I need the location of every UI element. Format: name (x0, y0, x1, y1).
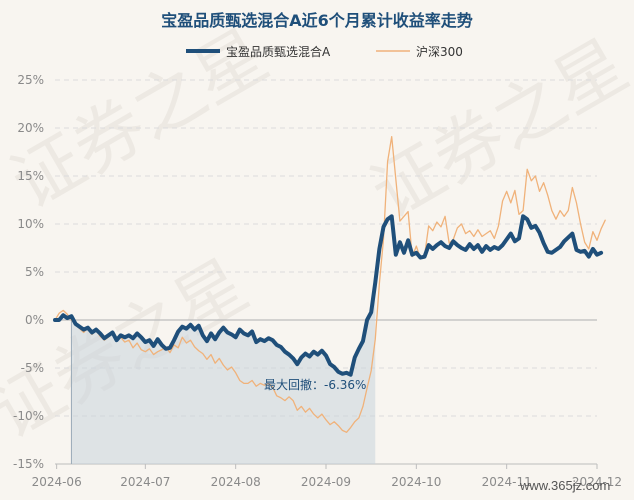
site-watermark: www.365jz.com (519, 478, 610, 493)
series-lines (53, 135, 606, 433)
max-drawdown-label: 最大回撤：-6.36% (264, 377, 366, 392)
y-tick-label: 25% (17, 73, 44, 87)
y-axis-labels: 25% 20% 15% 10% 5% 0% -5% -10% -15% (13, 73, 44, 471)
y-tick-label: 0% (25, 313, 44, 327)
legend-label-fund: 宝盈品质甄选混合A (226, 44, 331, 59)
x-tick-label: 2024-11 (482, 475, 532, 489)
legend-label-index: 沪深300 (416, 45, 463, 59)
y-tick-label: -15% (13, 457, 44, 471)
legend: 宝盈品质甄选混合A 沪深300 (186, 44, 463, 59)
y-tick-label: 5% (25, 265, 44, 279)
x-tick-label: 2024-10 (391, 475, 441, 489)
y-tick-label: 15% (17, 169, 44, 183)
watermark-text: 证券之星 (358, 24, 634, 235)
y-tick-label: -5% (21, 361, 44, 375)
chart-title: 宝盈品质甄选混合A近6个月累计收益率走势 (161, 11, 473, 30)
max-drawdown-area (71, 282, 376, 464)
x-tick-label: 2024-06 (32, 475, 82, 489)
index-series-line (54, 135, 606, 433)
x-tick-label: 2024-12 (572, 475, 622, 489)
x-axis-labels: 2024-06 2024-07 2024-08 2024-09 2024-10 2024-… (32, 464, 622, 489)
y-tick-label: -10% (13, 409, 44, 423)
x-tick-label: 2024-08 (211, 475, 261, 489)
fund-series-line (53, 214, 604, 377)
y-tick-label: 10% (17, 217, 44, 231)
x-tick-label: 2024-09 (301, 475, 351, 489)
y-tick-label: 20% (17, 121, 44, 135)
drawdown-area-layer (70, 282, 376, 464)
x-tick-label: 2024-07 (120, 475, 170, 489)
